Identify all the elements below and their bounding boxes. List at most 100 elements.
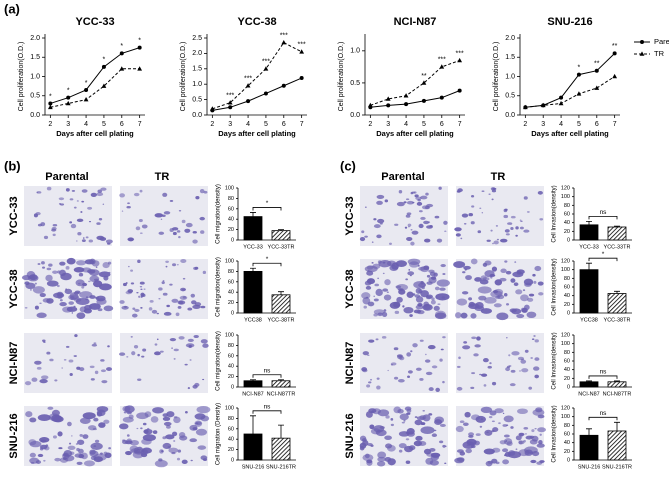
cell — [418, 266, 426, 271]
cell — [471, 205, 475, 208]
cell — [518, 440, 525, 445]
cell — [415, 367, 422, 371]
cell — [194, 420, 203, 427]
cell — [405, 438, 410, 441]
cell — [150, 416, 159, 423]
cell — [68, 359, 74, 363]
cell — [78, 272, 84, 277]
cell — [496, 238, 500, 241]
marker — [457, 57, 463, 63]
cell — [162, 292, 168, 296]
cell — [514, 261, 517, 263]
cell — [29, 452, 36, 458]
cell — [65, 345, 70, 348]
bar — [271, 437, 291, 461]
cell — [505, 233, 510, 236]
row-label: YCC-33 — [8, 196, 20, 235]
cell — [133, 192, 140, 197]
y-axis-label: Cell Invasion(density) — [552, 405, 558, 462]
cell — [40, 444, 48, 450]
cell — [156, 312, 160, 315]
x-tick-label: 3 — [228, 121, 232, 128]
cell — [503, 214, 509, 219]
cell — [175, 312, 180, 317]
cell — [533, 366, 540, 371]
cell — [359, 442, 367, 449]
cell — [176, 457, 181, 461]
cell — [181, 219, 186, 224]
cell — [73, 355, 77, 357]
cell — [80, 452, 88, 460]
cell — [96, 192, 104, 197]
marker — [84, 87, 89, 92]
cell — [124, 305, 127, 308]
cell — [532, 409, 545, 416]
cell — [101, 380, 108, 384]
cell — [89, 258, 96, 265]
cell — [415, 435, 423, 441]
cell — [405, 460, 411, 464]
y-axis-label: Cell migration(density) — [216, 184, 222, 244]
cell — [382, 288, 389, 292]
cell — [128, 414, 134, 419]
cell — [36, 312, 47, 318]
y-tick-label: 0 — [231, 384, 234, 390]
cell — [510, 369, 516, 373]
cell — [24, 307, 28, 309]
cell — [418, 289, 423, 294]
cell — [376, 194, 385, 199]
marker — [559, 95, 564, 100]
cell — [46, 280, 59, 287]
y-tick-label: 20 — [564, 302, 570, 308]
cell — [482, 358, 489, 363]
row-label: NCI-N87 — [344, 342, 356, 385]
significance: ns — [264, 404, 272, 411]
cell — [171, 347, 173, 349]
y-tick-label: 0 — [231, 457, 234, 463]
marker — [281, 83, 286, 88]
cell — [429, 448, 436, 452]
y-tick-label: 0 — [567, 384, 570, 390]
cell — [100, 359, 105, 362]
cell — [158, 287, 163, 291]
cell — [533, 334, 536, 337]
y-tick-label: 60 — [228, 206, 234, 212]
marker — [299, 76, 304, 81]
marker — [48, 101, 53, 106]
cell — [464, 411, 471, 418]
cell — [433, 429, 437, 432]
cell — [407, 271, 415, 276]
micrograph — [24, 186, 112, 246]
cell — [429, 271, 436, 277]
marker — [66, 95, 71, 100]
cell — [103, 419, 110, 424]
cell — [376, 200, 383, 205]
significance: *** — [438, 57, 446, 64]
cell — [39, 302, 42, 305]
x-tick-label: 5 — [102, 121, 106, 128]
marker — [639, 51, 645, 56]
chart-title: NCI-N87 — [394, 16, 437, 28]
cell — [173, 348, 179, 352]
cell — [515, 226, 519, 230]
cell — [32, 286, 45, 294]
cell — [142, 434, 156, 442]
y-tick-label: 20 — [228, 447, 234, 453]
cell — [510, 226, 514, 231]
cell — [71, 312, 74, 314]
cell — [539, 433, 542, 436]
cell — [456, 298, 468, 306]
cell — [82, 412, 96, 420]
cell — [364, 206, 367, 208]
error-bar — [278, 379, 284, 381]
cell — [59, 269, 66, 277]
cell — [397, 378, 405, 383]
cell — [140, 427, 143, 430]
cell — [381, 311, 388, 318]
cell — [73, 206, 77, 209]
marker — [367, 102, 373, 108]
significance: * — [138, 37, 141, 44]
cell — [67, 421, 72, 427]
cell — [161, 450, 164, 453]
cell — [470, 194, 475, 198]
